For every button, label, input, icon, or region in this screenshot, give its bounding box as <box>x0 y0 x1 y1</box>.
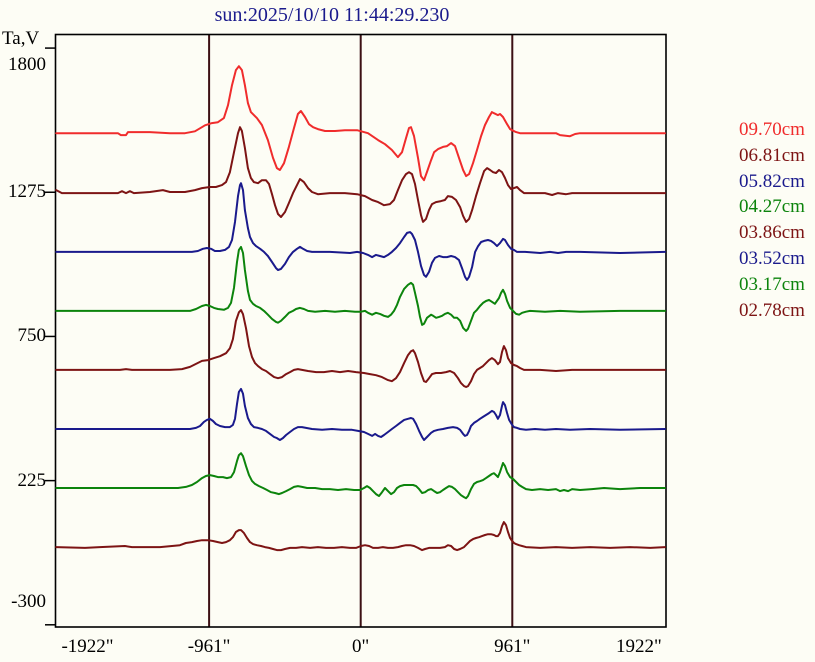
x-tick-label: 0" <box>352 636 370 657</box>
legend-item-03.86cm: 03.86cm <box>739 222 805 244</box>
y-tick-label: -300 <box>11 590 46 612</box>
x-tick-label: 1922" <box>616 636 662 657</box>
scan-trace-03.86cm <box>55 309 666 388</box>
x-tick-label: 961" <box>494 636 531 657</box>
plot-border <box>54 33 667 628</box>
y-tick-label: 750 <box>17 325 47 347</box>
x-tick-label: -961" <box>187 636 231 657</box>
scan-trace-03.52cm <box>55 387 666 441</box>
x-tick-label: -1922" <box>61 636 114 657</box>
legend-item-09.70cm: 09.70cm <box>739 119 805 140</box>
legend-item-04.27cm: 04.27cm <box>739 196 805 218</box>
y-tick-label: 1275 <box>8 181 46 203</box>
legend-item-03.52cm: 03.52cm <box>739 247 805 269</box>
chart-title: sun:2025/10/10 11:44:29.230 <box>214 4 450 26</box>
y-tick-label: 1800 <box>8 54 46 76</box>
legend-item-03.17cm: 03.17cm <box>739 273 805 295</box>
scan-trace-06.81cm <box>55 126 666 223</box>
scan-trace-02.78cm <box>55 521 666 552</box>
scan-trace-05.82cm <box>55 182 666 281</box>
scan-trace-03.17cm <box>55 452 666 500</box>
y-axis-unit-label: Ta,V <box>2 28 40 49</box>
legend-item-02.78cm: 02.78cm <box>739 299 805 321</box>
legend-item-06.81cm: 06.81cm <box>739 144 805 166</box>
wavelength-legend: 09.70cm 06.81cm 05.82cm 04.27cm 03.86cm 03.52… <box>739 117 805 323</box>
y-tick-label: 225 <box>17 469 47 491</box>
scan-trace-04.27cm <box>55 245 666 332</box>
scan-trace-09.70cm <box>55 65 666 182</box>
legend-item-05.82cm: 05.82cm <box>739 170 805 192</box>
